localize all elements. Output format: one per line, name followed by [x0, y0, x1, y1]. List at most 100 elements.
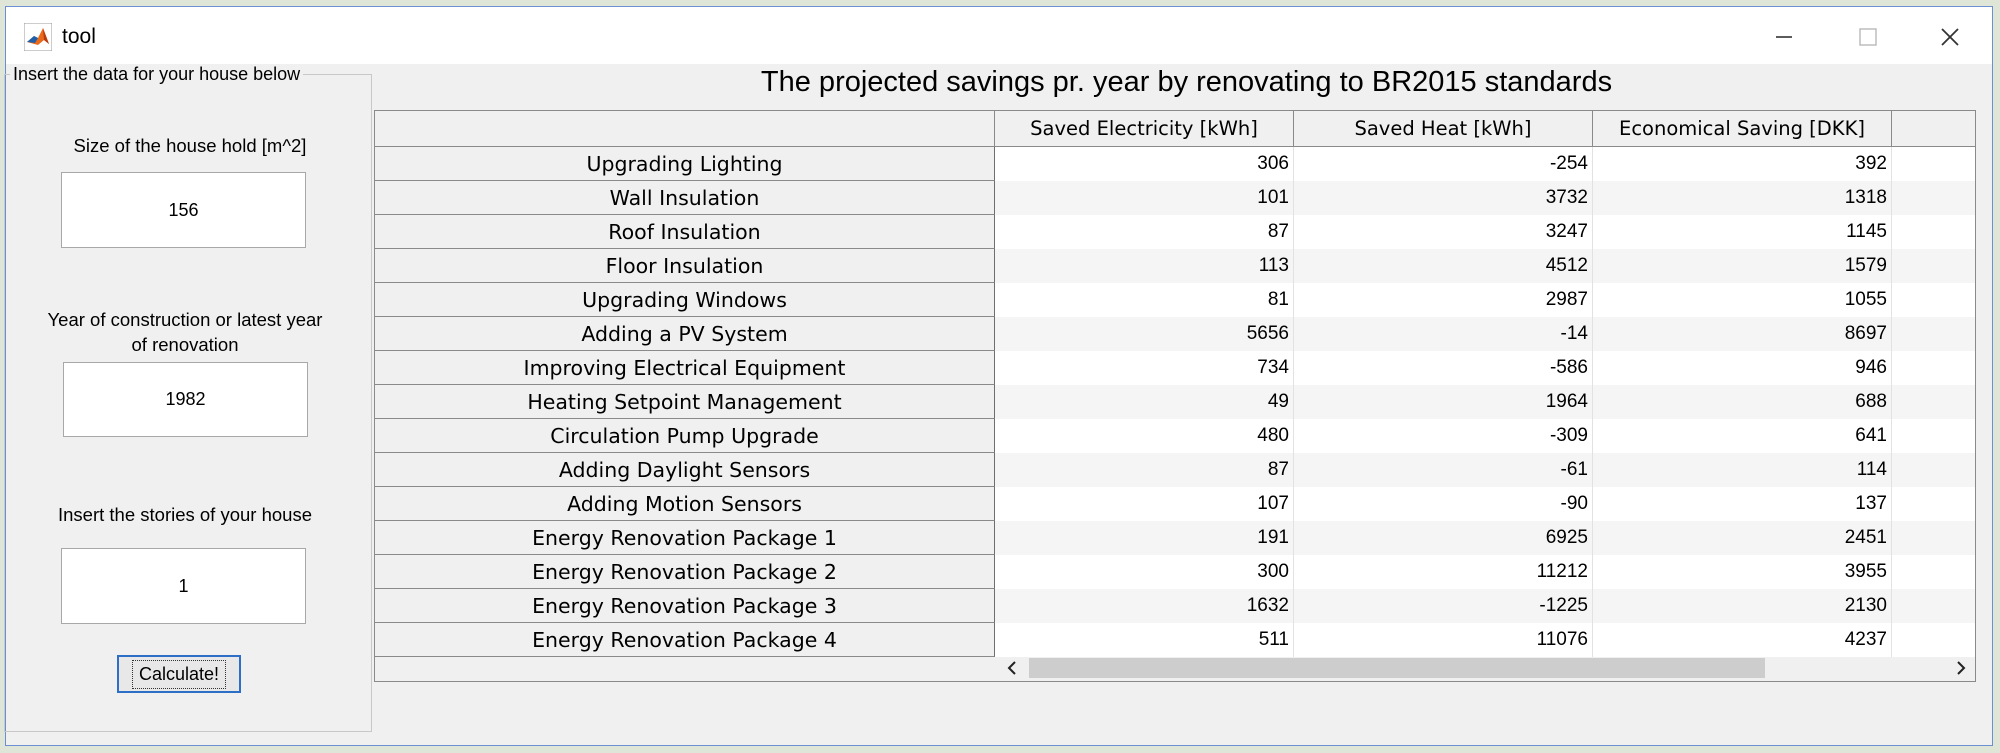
row-header[interactable]: Wall Insulation: [375, 181, 995, 215]
stories-input[interactable]: 1: [61, 548, 306, 624]
table-cell[interactable]: 5656: [995, 317, 1294, 351]
table-cell[interactable]: 2451: [1593, 521, 1892, 555]
table-cell-filler: [1892, 249, 1975, 283]
stories-label: Insert the stories of your house: [58, 504, 312, 525]
row-header[interactable]: Upgrading Lighting: [375, 147, 995, 181]
table-cell-filler: [1892, 181, 1975, 215]
table-cell[interactable]: 101: [995, 181, 1294, 215]
table-cell[interactable]: -14: [1294, 317, 1593, 351]
table-cell[interactable]: 3955: [1593, 555, 1892, 589]
table-cell[interactable]: -61: [1294, 453, 1593, 487]
table-cell[interactable]: 734: [995, 351, 1294, 385]
table-cell-filler: [1892, 555, 1975, 589]
column-header[interactable]: Economical Saving [DKK]: [1593, 111, 1892, 147]
table-cell[interactable]: 1318: [1593, 181, 1892, 215]
table-cell[interactable]: -309: [1294, 419, 1593, 453]
table-cell[interactable]: 6925: [1294, 521, 1593, 555]
table-cell[interactable]: 306: [995, 147, 1294, 181]
results-title: The projected savings pr. year by renova…: [760, 66, 1613, 98]
table-cell[interactable]: 3732: [1294, 181, 1593, 215]
matlab-icon: [24, 23, 52, 51]
table-cell[interactable]: 392: [1593, 147, 1892, 181]
column-header-filler: [1892, 111, 1975, 147]
table-cell[interactable]: 87: [995, 453, 1294, 487]
table-cell[interactable]: 114: [1593, 453, 1892, 487]
input-panel-legend: Insert the data for your house below: [10, 64, 304, 85]
size-label: Size of the house hold [m^2]: [73, 135, 307, 156]
table-cell-filler: [1892, 385, 1975, 419]
minimize-icon[interactable]: [1766, 21, 1802, 53]
row-header[interactable]: Adding Motion Sensors: [375, 487, 995, 521]
table-cell[interactable]: -586: [1294, 351, 1593, 385]
table-cell-filler: [1892, 487, 1975, 521]
column-header[interactable]: Saved Electricity [kWh]: [995, 111, 1294, 147]
row-header[interactable]: Improving Electrical Equipment: [375, 351, 995, 385]
table-cell[interactable]: 11212: [1294, 555, 1593, 589]
table-cell[interactable]: 641: [1593, 419, 1892, 453]
calculate-button-label: Calculate!: [131, 659, 227, 689]
horizontal-scrollbar[interactable]: [995, 653, 1975, 681]
table-cell[interactable]: 511: [995, 623, 1294, 657]
table-cell[interactable]: 2987: [1294, 283, 1593, 317]
row-header[interactable]: Heating Setpoint Management: [375, 385, 995, 419]
table-cell[interactable]: 49: [995, 385, 1294, 419]
table-cell[interactable]: 107: [995, 487, 1294, 521]
row-header[interactable]: Roof Insulation: [375, 215, 995, 249]
size-input[interactable]: 156: [61, 172, 306, 248]
table-cell[interactable]: 2130: [1593, 589, 1892, 623]
table-cell[interactable]: -1225: [1294, 589, 1593, 623]
title-bar[interactable]: tool: [6, 7, 1992, 64]
table-cell[interactable]: 688: [1593, 385, 1892, 419]
table-cell[interactable]: -90: [1294, 487, 1593, 521]
table-cell[interactable]: 137: [1593, 487, 1892, 521]
row-header[interactable]: Energy Renovation Package 2: [375, 555, 995, 589]
table-cell[interactable]: 8697: [1593, 317, 1892, 351]
table-cell[interactable]: 1055: [1593, 283, 1892, 317]
table-cell-filler: [1892, 521, 1975, 555]
table-cell[interactable]: 3247: [1294, 215, 1593, 249]
table-cell-filler: [1892, 215, 1975, 249]
table-cell[interactable]: 946: [1593, 351, 1892, 385]
table-cell[interactable]: 1632: [995, 589, 1294, 623]
table-cell[interactable]: 1145: [1593, 215, 1892, 249]
row-header[interactable]: Energy Renovation Package 1: [375, 521, 995, 555]
chevron-left-icon[interactable]: [1004, 659, 1020, 677]
row-header[interactable]: Energy Renovation Package 3: [375, 589, 995, 623]
table-cell[interactable]: 1964: [1294, 385, 1593, 419]
row-header[interactable]: Energy Renovation Package 4: [375, 623, 995, 657]
row-header[interactable]: Circulation Pump Upgrade: [375, 419, 995, 453]
column-header[interactable]: Saved Heat [kWh]: [1294, 111, 1593, 147]
table-cell-filler: [1892, 283, 1975, 317]
table-cell[interactable]: 81: [995, 283, 1294, 317]
table-cell-filler: [1892, 589, 1975, 623]
close-icon[interactable]: [1932, 21, 1968, 53]
table-cell[interactable]: 1579: [1593, 249, 1892, 283]
row-header[interactable]: Upgrading Windows: [375, 283, 995, 317]
table-corner-header: [375, 111, 995, 147]
row-header[interactable]: Adding a PV System: [375, 317, 995, 351]
table-cell[interactable]: -254: [1294, 147, 1593, 181]
table-cell[interactable]: 191: [995, 521, 1294, 555]
table-cell[interactable]: 300: [995, 555, 1294, 589]
year-input[interactable]: 1982: [63, 362, 308, 437]
scrollbar-thumb[interactable]: [1029, 658, 1765, 678]
maximize-icon[interactable]: [1850, 21, 1886, 53]
table-cell[interactable]: 480: [995, 419, 1294, 453]
year-label: Year of construction or latest year of r…: [47, 309, 323, 355]
table-cell-filler: [1892, 453, 1975, 487]
table-cell-filler: [1892, 147, 1975, 181]
table-cell-filler: [1892, 351, 1975, 385]
row-header[interactable]: Floor Insulation: [375, 249, 995, 283]
table-cell-filler: [1892, 317, 1975, 351]
table-cell[interactable]: 113: [995, 249, 1294, 283]
table-cell[interactable]: 4237: [1593, 623, 1892, 657]
window-title: tool: [62, 25, 96, 48]
table-cell[interactable]: 87: [995, 215, 1294, 249]
row-header[interactable]: Adding Daylight Sensors: [375, 453, 995, 487]
chevron-right-icon[interactable]: [1953, 659, 1969, 677]
calculate-button[interactable]: Calculate!: [117, 655, 241, 693]
table-cell-filler: [1892, 419, 1975, 453]
results-table[interactable]: Saved Electricity [kWh] Saved Heat [kWh] E…: [374, 110, 1976, 682]
table-cell[interactable]: 11076: [1294, 623, 1593, 657]
table-cell[interactable]: 4512: [1294, 249, 1593, 283]
